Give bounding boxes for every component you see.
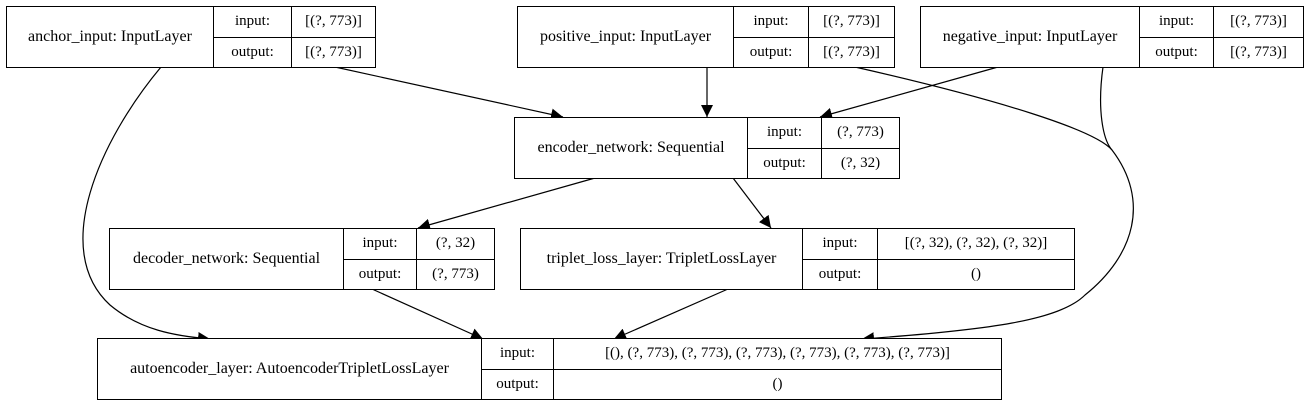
output-label: output: <box>482 368 553 400</box>
output-label: output: <box>1140 36 1213 68</box>
edge-positive-to-autoencoder <box>854 66 1134 345</box>
node-label: negative_input: InputLayer <box>921 7 1140 67</box>
input-shape: [(), (?, 773), (?, 773), (?, 773), (?, 7… <box>605 345 950 362</box>
input-label: input: <box>234 13 270 30</box>
output-label: output: <box>214 36 291 68</box>
node-negative-input: negative_input: InputLayer input: output… <box>920 6 1304 68</box>
node-label: decoder_network: Sequential <box>110 229 344 289</box>
output-label: output: <box>344 258 416 290</box>
input-label: input: <box>822 235 858 252</box>
node-encoder-network: encoder_network: Sequential input: outpu… <box>514 117 900 179</box>
edge-negative-to-encoder <box>819 66 999 120</box>
output-shape: () <box>878 258 1074 290</box>
edge-anchor-to-autoencoder <box>82 66 211 344</box>
node-anchor-input: anchor_input: InputLayer input: output: … <box>6 6 376 68</box>
output-shape: (?, 32) <box>822 147 899 179</box>
input-shape: [(?, 773)] <box>1230 13 1287 30</box>
input-shape: (?, 32) <box>435 235 476 252</box>
edge-negative-to-autoencoder <box>1099 66 1113 151</box>
input-label: input: <box>362 235 398 252</box>
input-shape: [(?, 773)] <box>823 13 880 30</box>
input-label: input: <box>766 124 802 141</box>
output-shape: (?, 773) <box>417 258 494 290</box>
node-label: autoencoder_layer: AutoencoderTripletLos… <box>98 339 482 399</box>
input-label: input: <box>1158 13 1194 30</box>
edge-anchor-to-encoder <box>334 66 564 121</box>
output-shape: [(?, 773)] <box>1214 36 1303 68</box>
edge-encoder-to-decoder <box>417 177 596 231</box>
node-positive-input: positive_input: InputLayer input: output… <box>517 6 895 68</box>
node-label: encoder_network: Sequential <box>515 118 748 178</box>
node-autoencoder-layer: autoencoder_layer: AutoencoderTripletLos… <box>97 338 1002 400</box>
node-triplet-loss-layer: triplet_loss_layer: TripletLossLayer inp… <box>520 228 1075 290</box>
input-shape: [(?, 773)] <box>305 13 362 30</box>
output-shape: [(?, 773)] <box>292 36 375 68</box>
input-shape: [(?, 32), (?, 32), (?, 32)] <box>904 235 1048 252</box>
edge-decoder-to-autoencoder <box>371 288 484 340</box>
edge-encoder-to-triplet <box>732 177 772 229</box>
edge-triplet-to-autoencoder <box>613 288 729 340</box>
output-shape: () <box>554 368 1001 400</box>
output-label: output: <box>803 258 877 290</box>
output-label: output: <box>748 147 821 179</box>
output-shape: [(?, 773)] <box>809 36 894 68</box>
node-label: anchor_input: InputLayer <box>7 7 214 67</box>
input-label: input: <box>753 13 789 30</box>
node-label: positive_input: InputLayer <box>518 7 734 67</box>
input-label: input: <box>499 345 535 362</box>
node-label: triplet_loss_layer: TripletLossLayer <box>521 229 803 289</box>
input-shape: (?, 773) <box>837 124 884 141</box>
node-decoder-network: decoder_network: Sequential input: outpu… <box>109 228 495 290</box>
output-label: output: <box>734 36 808 68</box>
